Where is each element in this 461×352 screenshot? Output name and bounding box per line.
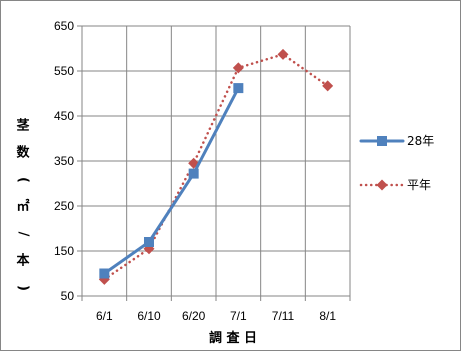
data-point-series-0: [233, 83, 244, 94]
y-axis-title-char: 数: [16, 145, 30, 161]
x-tick-label: 6/1: [96, 309, 113, 323]
x-tick-label: 6/20: [182, 309, 206, 323]
y-axis-title-char: 本: [16, 253, 29, 269]
data-point-series-0: [144, 237, 154, 247]
data-point-series-0: [99, 268, 110, 279]
x-tick-label: 8/1: [319, 309, 336, 323]
y-tick-label: 250: [54, 199, 74, 213]
y-tick-label: 150: [54, 244, 74, 258]
x-tick-label: 7/11: [272, 309, 295, 323]
y-axis-title-char: (: [16, 177, 31, 183]
legend-label-1: 平年: [407, 178, 431, 192]
series-line-0: [102, 86, 240, 275]
y-tick-label: 50: [61, 289, 75, 303]
x-tick-label: 7/1: [230, 309, 247, 323]
data-point-series-1: [277, 48, 289, 60]
y-axis-title-char: ㎡: [16, 199, 29, 215]
y-axis-title-char: /: [16, 232, 31, 237]
x-tick-label: 6/10: [137, 309, 161, 323]
y-tick-label: 650: [54, 19, 74, 33]
data-point-series-1: [322, 80, 334, 92]
legend-label-0: 28年: [407, 134, 434, 148]
data-point-series-1: [232, 62, 244, 74]
y-tick-label: 550: [54, 64, 74, 78]
data-point-series-0: [188, 168, 199, 179]
y-tick-label: 450: [54, 109, 74, 123]
legend-marker-0: [377, 136, 387, 146]
y-axis-title-char: ): [16, 285, 31, 291]
y-tick-label: 350: [54, 154, 74, 168]
legend-marker-1: [376, 179, 388, 191]
y-axis-title-char: 茎: [16, 118, 29, 134]
x-axis-title: 調 査 日: [209, 330, 257, 346]
series-line-1: [103, 53, 329, 281]
